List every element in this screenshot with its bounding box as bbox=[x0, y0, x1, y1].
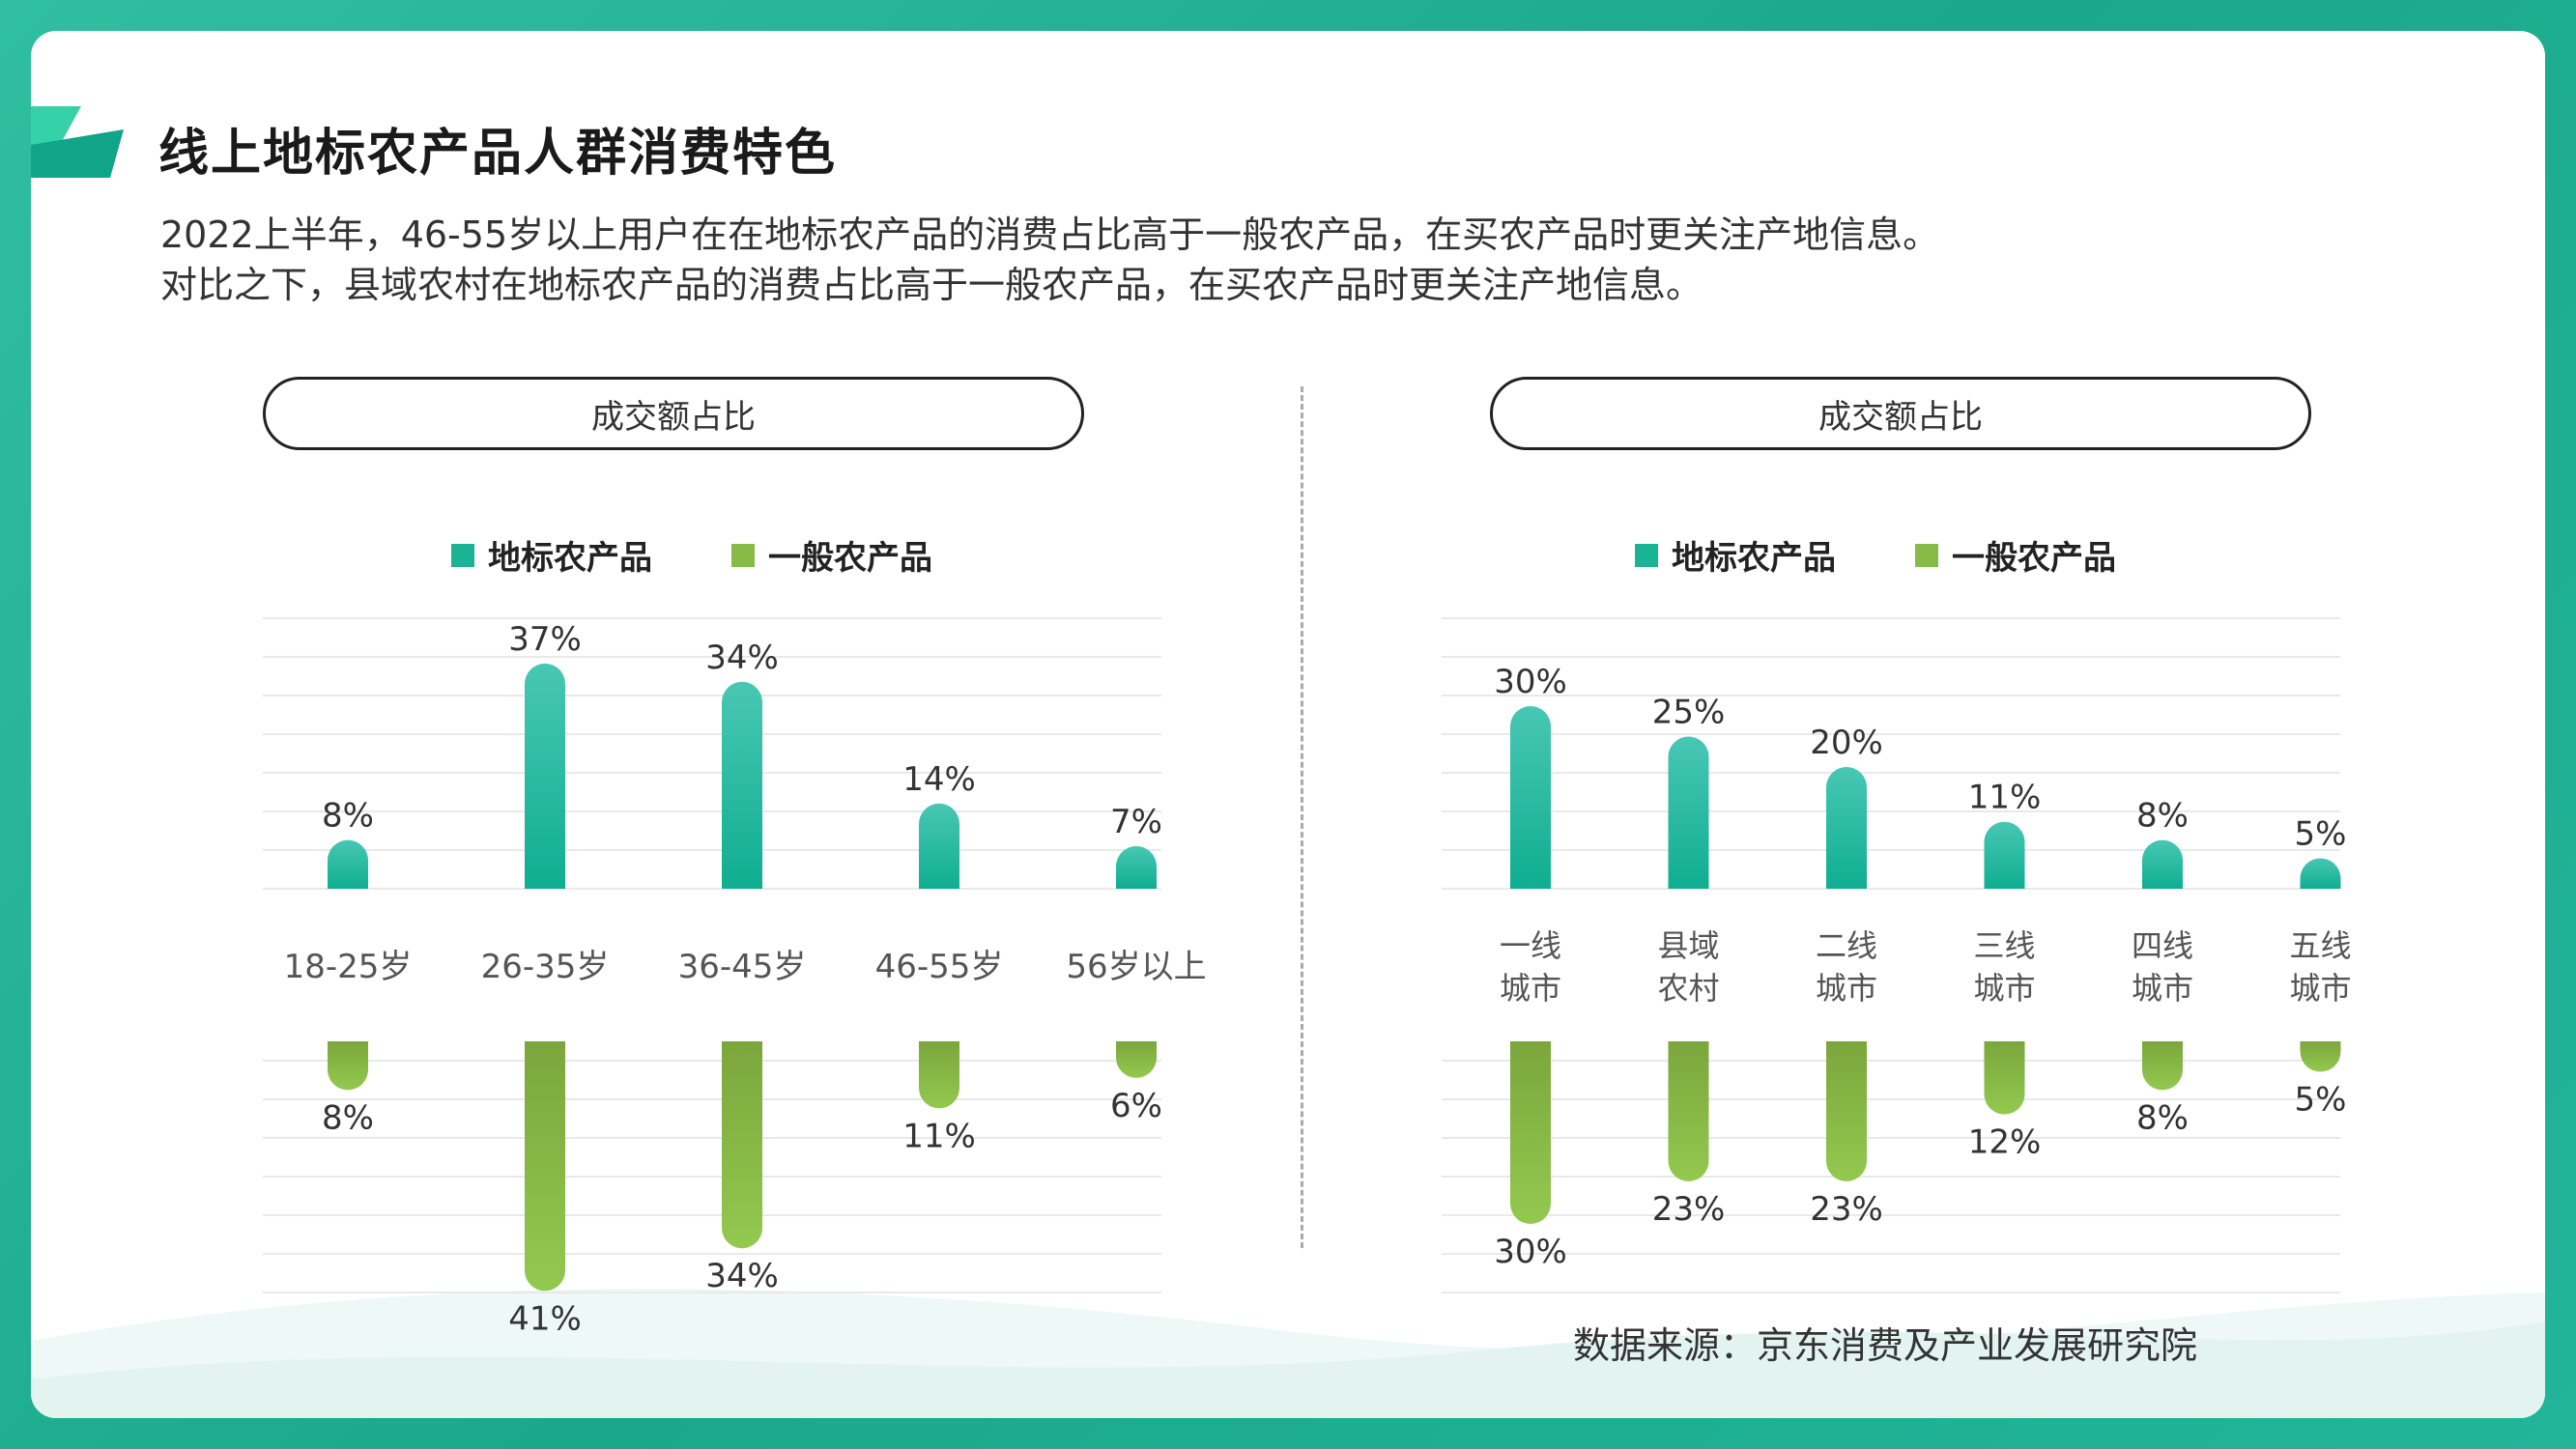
legend-item-general: 一般农产品 bbox=[1915, 531, 2116, 579]
chart-title-left: 成交额占比 bbox=[263, 377, 1084, 450]
data-label-general: 41% bbox=[508, 1299, 582, 1338]
bar-landmark bbox=[2142, 839, 2183, 889]
data-label-general: 30% bbox=[1494, 1233, 1567, 1271]
legend-swatch-green bbox=[1915, 543, 1938, 567]
category-label: 城市 bbox=[2132, 970, 2193, 1007]
bar-landmark bbox=[1826, 767, 1867, 889]
legend-left: 地标农产品 一般农产品 bbox=[451, 531, 1012, 579]
data-label-landmark: 8% bbox=[2136, 797, 2189, 836]
bar-general bbox=[525, 1041, 565, 1292]
category-label: 一线 bbox=[1500, 927, 1561, 964]
chart-divider bbox=[1301, 386, 1303, 1248]
bar-general bbox=[1668, 1041, 1709, 1181]
category-label: 26-35岁 bbox=[481, 948, 610, 986]
category-label: 二线 bbox=[1816, 927, 1877, 964]
bar-general bbox=[2142, 1041, 2183, 1091]
category-label: 城市 bbox=[1500, 970, 1561, 1007]
category-label: 46-55岁 bbox=[875, 948, 1004, 986]
data-label-landmark: 7% bbox=[1110, 803, 1162, 841]
legend-right: 地标农产品 一般农产品 bbox=[1635, 531, 2195, 579]
bar-general bbox=[919, 1041, 959, 1109]
age-chart: 8% 8% 18-25岁 37% 41% 26-35岁 34% 34% 36-45岁 14% 11%… bbox=[263, 617, 1207, 1338]
data-label-general: 12% bbox=[1968, 1123, 2042, 1162]
category-label: 城市 bbox=[1816, 970, 1877, 1007]
legend-swatch-teal bbox=[1635, 543, 1658, 567]
bar-landmark bbox=[1510, 706, 1551, 889]
legend-label-landmark: 地标农产品 bbox=[488, 539, 652, 578]
data-label-general: 23% bbox=[1810, 1190, 1883, 1229]
data-label-landmark: 34% bbox=[705, 639, 779, 677]
category-label: 城市 bbox=[2289, 970, 2351, 1007]
legend-item-landmark: 地标农产品 bbox=[451, 531, 652, 579]
bar-general bbox=[328, 1041, 368, 1091]
chart-title-right: 成交额占比 bbox=[1490, 377, 2311, 450]
page-title: 线上地标农产品人群消费特色 bbox=[158, 125, 838, 183]
description-line-1: 2022上半年，46-55岁以上用户在在地标农产品的消费占比高于一般农产品，在买… bbox=[160, 213, 1940, 256]
category-label: 农村 bbox=[1657, 970, 1719, 1007]
bar-landmark bbox=[1116, 845, 1157, 889]
data-label-general: 34% bbox=[705, 1257, 779, 1295]
data-label-landmark: 14% bbox=[902, 760, 976, 799]
category-label: 56岁以上 bbox=[1066, 948, 1206, 986]
bar-general bbox=[2300, 1041, 2341, 1072]
data-label-general: 6% bbox=[1110, 1087, 1162, 1125]
category-label: 18-25岁 bbox=[284, 948, 413, 986]
data-source-note: 数据来源：京东消费及产业发展研究院 bbox=[1573, 1324, 2198, 1367]
description-line-2: 对比之下，县域农村在地标农产品的消费占比高于一般农产品，在买农产品时更关注产地信… bbox=[160, 264, 1703, 306]
data-label-landmark: 5% bbox=[2295, 815, 2347, 854]
bar-landmark bbox=[2300, 858, 2341, 889]
category-label: 36-45岁 bbox=[678, 948, 807, 986]
bar-general bbox=[1984, 1041, 2025, 1115]
data-label-landmark: 11% bbox=[1968, 779, 2042, 817]
category-label: 五线 bbox=[2289, 927, 2351, 964]
bar-general bbox=[1510, 1041, 1551, 1224]
data-label-general: 23% bbox=[1652, 1190, 1726, 1229]
bar-landmark bbox=[919, 803, 959, 889]
bar-landmark bbox=[525, 663, 565, 889]
legend-swatch-teal bbox=[451, 543, 474, 567]
category-label: 四线 bbox=[2132, 927, 2193, 964]
decorative-waves bbox=[31, 1289, 2545, 1418]
data-label-landmark: 20% bbox=[1810, 724, 1883, 762]
title-tag-icon bbox=[31, 106, 124, 178]
legend-item-landmark: 地标农产品 bbox=[1635, 531, 1836, 579]
data-label-landmark: 25% bbox=[1652, 694, 1726, 732]
legend-label-landmark: 地标农产品 bbox=[1672, 539, 1836, 578]
bar-landmark bbox=[1984, 821, 2025, 889]
bar-general bbox=[722, 1041, 762, 1249]
data-label-landmark: 8% bbox=[322, 797, 374, 836]
bar-landmark bbox=[328, 839, 368, 889]
data-label-general: 8% bbox=[322, 1098, 374, 1137]
legend-item-general: 一般农产品 bbox=[731, 531, 932, 579]
bar-landmark bbox=[722, 681, 762, 889]
data-label-general: 11% bbox=[902, 1117, 976, 1155]
legend-label-general: 一般农产品 bbox=[1952, 539, 2116, 578]
category-label: 城市 bbox=[1973, 970, 2035, 1007]
report-card: 线上地标农产品人群消费特色 2022上半年，46-55岁以上用户在在地标农产品的… bbox=[31, 31, 2545, 1418]
bar-landmark bbox=[1668, 736, 1709, 889]
category-label: 三线 bbox=[1973, 927, 2035, 964]
bar-general bbox=[1826, 1041, 1867, 1181]
data-label-general: 8% bbox=[2136, 1098, 2189, 1137]
data-label-landmark: 30% bbox=[1494, 663, 1567, 701]
legend-swatch-green bbox=[731, 543, 755, 567]
category-label: 县域 bbox=[1657, 927, 1719, 964]
data-label-general: 5% bbox=[2295, 1081, 2347, 1120]
legend-label-general: 一般农产品 bbox=[768, 539, 932, 578]
bar-general bbox=[1116, 1041, 1157, 1078]
data-label-landmark: 37% bbox=[508, 620, 582, 659]
